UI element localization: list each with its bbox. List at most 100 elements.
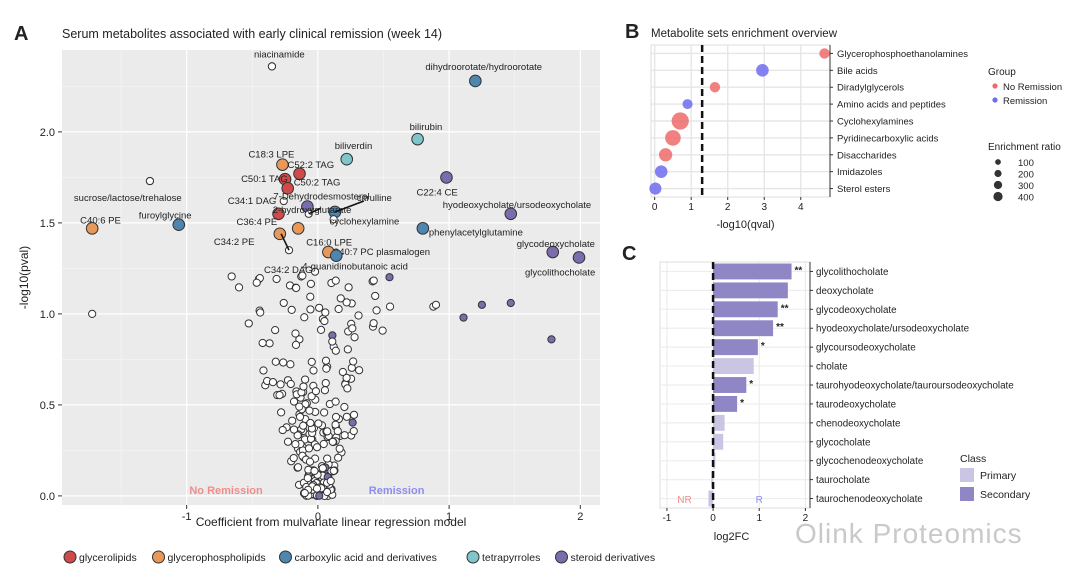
panel-a-point: [314, 419, 323, 428]
panel-c-bar: [713, 263, 792, 280]
panel-a-point: [293, 431, 302, 440]
panel-a-point: [287, 305, 296, 314]
panel-b-point: [682, 99, 693, 110]
panel-a-ytick-label: 2.0: [40, 127, 55, 139]
panel-b-point: [819, 48, 830, 59]
panel-c-category-label: glycoursodeoxycholate: [816, 343, 916, 354]
panel-b-point: [658, 148, 673, 162]
panel-a-point-label: C34:2 DAG: [264, 265, 313, 276]
panel-a-point: [340, 431, 349, 440]
panel-a-point-label: C34:2 PE: [214, 237, 255, 248]
panel-c-category-label: taurohyodeoxycholate/tauroursodeoxychola…: [816, 381, 1014, 392]
panel-a-point: [355, 366, 364, 375]
panel-a-point-label: biliverdin: [335, 141, 373, 152]
panel-b-legend-group-swatch: [992, 97, 998, 103]
panel-a-point: [372, 306, 381, 315]
panel-b-xtick-label: 2: [725, 202, 731, 213]
panel-c-bar: [711, 471, 714, 488]
panel-a-labeled-point: [291, 222, 305, 235]
panel-a-labeled-point: [329, 215, 338, 224]
panel-a-xtick-label: -1: [182, 511, 192, 523]
panel-a-point: [334, 304, 343, 314]
panel-a-point: [271, 357, 280, 366]
panel-a-point: [506, 298, 515, 308]
panel-a-point: [312, 484, 322, 493]
panel-b-xtick-label: 4: [798, 202, 804, 213]
panel-c-bar: [713, 433, 724, 450]
panel-a-point: [303, 474, 312, 483]
panel-c-category-label: taurocholate: [816, 475, 870, 486]
panel-b-legend-size-title: Enrichment ratio: [988, 142, 1061, 153]
panel-c-bar: [713, 395, 738, 412]
panel-a-point-label: 7-Dehydrodesmosterol: [273, 192, 369, 203]
panel-a-point-label: C50:2 TAG: [294, 177, 341, 188]
panel-a-point: [348, 418, 357, 427]
panel-a-point: [278, 425, 287, 435]
panel-a-point: [329, 466, 338, 475]
panel-a-region-remission: Remission: [369, 485, 425, 497]
panel-a-point: [276, 380, 285, 389]
panel-a-point: [459, 313, 468, 322]
panel-a-ytick-label: 1.0: [40, 309, 55, 321]
panel-a-point: [378, 326, 387, 335]
panel-a-title: Serum metabolites associated with early …: [62, 27, 442, 41]
panel-a-legend-swatch: [466, 550, 480, 564]
panel-a-point: [271, 325, 280, 335]
panel-b-category-label: Pyridinecarboxylic acids: [837, 133, 939, 144]
panel-b-point: [649, 182, 662, 195]
panel-a-point-label: C16:0 LPE: [306, 237, 352, 248]
panel-a-point: [283, 437, 293, 446]
panel-a-point-label: phenylacetylglutamine: [429, 227, 523, 238]
panel-a-point: [385, 273, 394, 282]
panel-a-legend: glycerolipids glycerophospholipids carboxy…: [63, 550, 655, 564]
panel-a-point: [272, 274, 281, 284]
panel-a-point: [331, 346, 340, 355]
panel-b-point: [756, 64, 769, 77]
panel-a-point: [289, 453, 298, 463]
panel-a-point: [305, 406, 314, 415]
panel-c-xlabel: log2FC: [714, 531, 750, 543]
panel-b-legend-size-swatch: [994, 169, 1002, 178]
panel-a-point: [293, 463, 303, 472]
panel-a-point: [258, 338, 267, 348]
panel-c-category-label: hyodeoxycholate/ursodeoxycholate: [816, 324, 970, 335]
panel-a-point-label: hyodeoxycholate/ursodeoxycholate: [443, 200, 591, 211]
panel-a-point: [275, 391, 284, 400]
panel-a-point: [331, 412, 341, 422]
panel-a-xlabel: Coefficient from mulvariate linear regre…: [196, 515, 467, 529]
watermark: Olink Proteomics: [795, 518, 1023, 549]
panel-b-legend-size-swatch: [993, 191, 1003, 202]
panel-c-category-label: chenodeoxycholate: [816, 418, 901, 429]
panel-a-point: [300, 375, 310, 384]
panel-a-point: [305, 457, 315, 466]
panel-a-point: [323, 427, 332, 436]
panel-b-point: [654, 165, 668, 178]
panel-a-leader-line: [334, 200, 365, 213]
panel-a-point: [340, 402, 349, 412]
panel-b-xtick-label: 3: [761, 202, 767, 213]
panel-a-point-label: sucrose/lactose/trehalose: [74, 193, 182, 204]
panel-a-point: [307, 392, 316, 401]
panel-b-category-label: Imidazoles: [837, 167, 883, 178]
panel-c-xtick-label: 2: [803, 513, 809, 524]
panel-a-point-label: 4-guanidinobutanoic acid: [302, 262, 408, 273]
panel-a-legend-swatch: [555, 550, 568, 564]
panel-a-point: [343, 384, 352, 393]
panel-a-point: [259, 366, 268, 375]
panel-a-point: [321, 308, 330, 317]
panel-a-labeled-point: [504, 207, 518, 221]
panel-a-labeled-point: [572, 251, 586, 264]
panel-a-point: [343, 345, 352, 354]
panel-a-point: [348, 324, 357, 333]
panel-a-legend-swatch: [63, 550, 77, 564]
panel-a-point-label: C50:1 TAG: [241, 174, 288, 185]
panel-a-labeled-point: [546, 245, 560, 259]
panel-a-point: [300, 313, 309, 322]
panel-a-point: [321, 356, 331, 365]
panel-a-point: [307, 357, 316, 367]
panel-a-point: [547, 335, 556, 344]
panel-a-labeled-point: [145, 176, 155, 186]
panel-a-point: [306, 305, 315, 314]
panel-a-point: [316, 325, 326, 334]
